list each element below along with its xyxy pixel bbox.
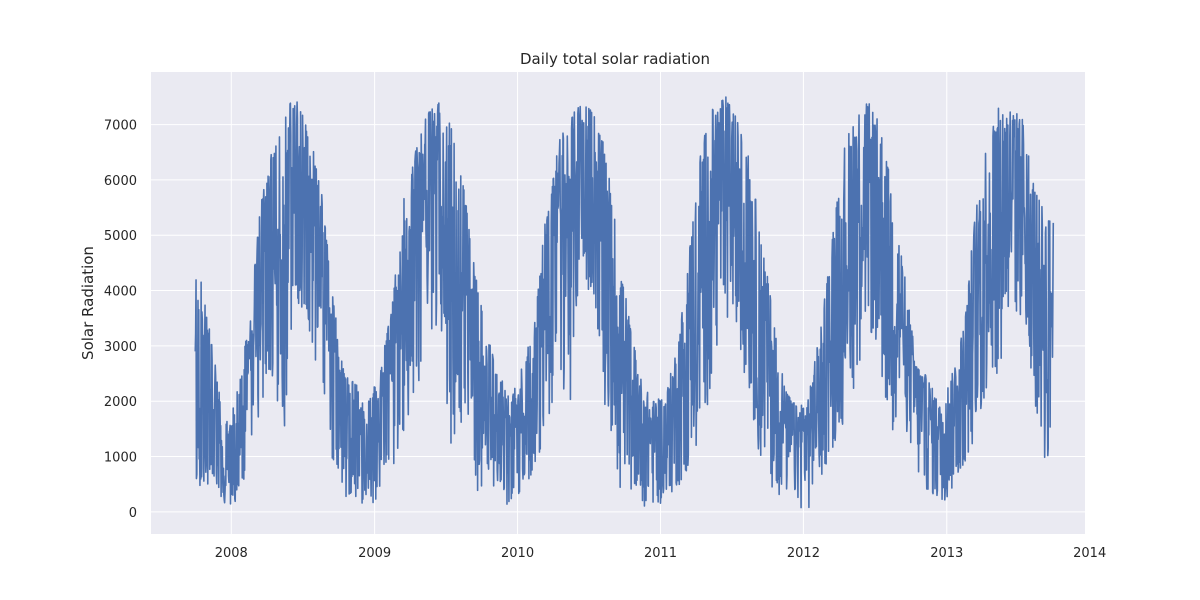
y-tick-label: 7000	[104, 119, 137, 134]
series-layer	[194, 96, 1055, 509]
y-tick-label: 6000	[104, 174, 137, 189]
y-tick-label: 0	[129, 506, 137, 521]
y-tick-labels: 0 1000 2000 3000 4000 5000 6000 7000	[104, 119, 137, 521]
y-tick-label: 3000	[104, 340, 137, 355]
y-tick-label: 5000	[104, 229, 137, 244]
y-axis-label: Solar Radiation	[79, 246, 97, 360]
x-tick-label: 2010	[501, 546, 534, 561]
series-line	[194, 96, 1055, 509]
chart-title: Daily total solar radiation	[520, 50, 710, 68]
x-tick-label: 2013	[930, 546, 963, 561]
x-tick-label: 2011	[644, 546, 677, 561]
x-tick-label: 2012	[787, 546, 820, 561]
y-tick-label: 1000	[104, 451, 137, 466]
x-tick-label: 2009	[358, 546, 391, 561]
x-tick-labels: 2008 2009 2010 2011 2012 2013 2014	[215, 546, 1107, 561]
x-tick-label: 2008	[215, 546, 248, 561]
y-tick-label: 2000	[104, 395, 137, 410]
x-tick-label: 2014	[1073, 546, 1106, 561]
y-tick-label: 4000	[104, 285, 137, 300]
